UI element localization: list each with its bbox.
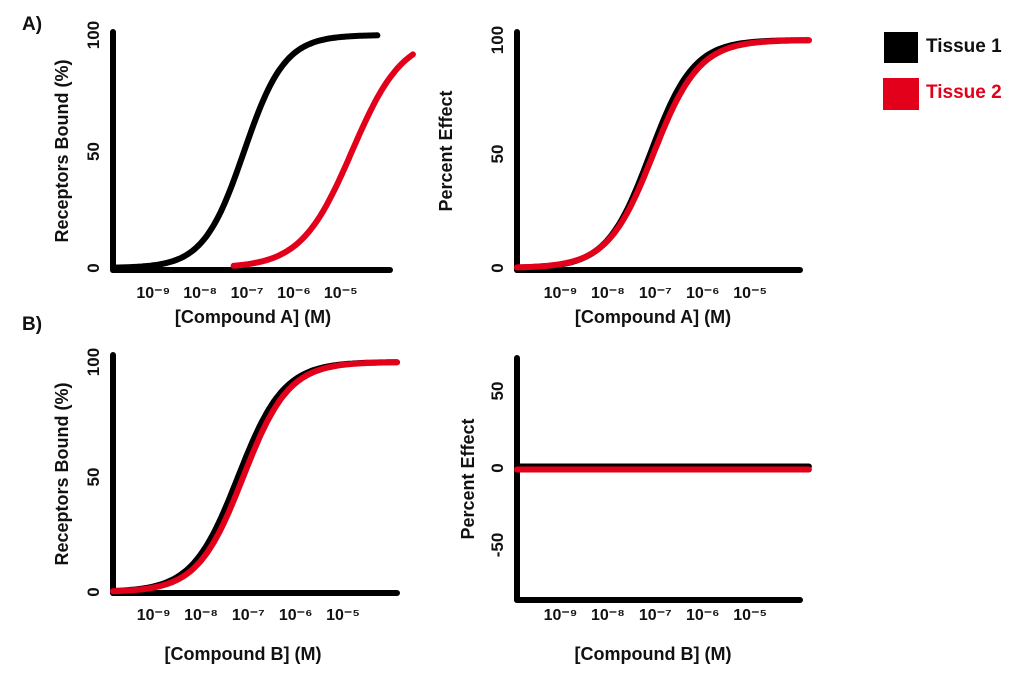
chart-panel-4: -50 0 50 10⁻⁹ 10⁻⁸ 10⁻⁷ 10⁻⁶ 10⁻⁵ [Compound B] (… bbox=[458, 355, 812, 664]
x-tick-label: 10⁻⁸ bbox=[591, 285, 625, 302]
x-tick-label: 10⁻⁵ bbox=[733, 607, 767, 624]
x-axis-label: [Compound A] (M) bbox=[175, 307, 331, 327]
panel-label: B) bbox=[22, 314, 42, 335]
x-tick-label: 10⁻⁵ bbox=[326, 607, 360, 624]
x-tick-label: 10⁻⁶ bbox=[686, 607, 720, 624]
y-tick-label: -50 bbox=[488, 533, 507, 558]
x-tick-label: 10⁻⁹ bbox=[544, 607, 578, 624]
x-tick-label: 10⁻⁶ bbox=[279, 607, 313, 624]
y-axis-label: Percent Effect bbox=[436, 90, 456, 211]
legend-label-tissue-1: Tissue 1 bbox=[926, 36, 1002, 57]
y-tick-label: 0 bbox=[84, 263, 103, 272]
series-line-tissue-1 bbox=[110, 32, 381, 271]
y-tick-label: 50 bbox=[84, 468, 103, 487]
x-tick-label: 10⁻⁷ bbox=[639, 607, 672, 624]
x-tick-label: 10⁻⁸ bbox=[184, 607, 218, 624]
legend-label-tissue-2: Tissue 2 bbox=[926, 82, 1002, 103]
y-tick-label: 100 bbox=[488, 26, 507, 54]
x-tick-label: 10⁻⁹ bbox=[136, 285, 170, 302]
x-tick-label: 10⁻⁶ bbox=[686, 285, 720, 302]
y-tick-label: 100 bbox=[84, 21, 103, 49]
x-tick-label: 10⁻⁵ bbox=[733, 285, 767, 302]
x-tick-label: 10⁻⁶ bbox=[277, 285, 311, 302]
x-tick-label: 10⁻⁷ bbox=[232, 607, 265, 624]
y-tick-label: 100 bbox=[84, 348, 103, 376]
x-tick-label: 10⁻⁹ bbox=[544, 285, 578, 302]
y-tick-label: 0 bbox=[84, 587, 103, 596]
chart-panel-2: 0 50 100 10⁻⁹ 10⁻⁸ 10⁻⁷ 10⁻⁶ 10⁻⁵[Compound A] (… bbox=[436, 26, 812, 327]
legend-swatch-tissue-1 bbox=[884, 32, 918, 63]
x-tick-label: 10⁻⁸ bbox=[183, 285, 217, 302]
chart-panel-1: 0 50 100 10⁻⁹ 10⁻⁸ 10⁻⁷ 10⁻⁶ 10⁻⁵ [Compound A] (… bbox=[22, 14, 416, 327]
series-line-tissue-1 bbox=[514, 37, 812, 271]
panel-label: A) bbox=[22, 14, 42, 35]
x-tick-label: 10⁻⁹ bbox=[137, 607, 171, 624]
y-tick-label: 50 bbox=[488, 145, 507, 164]
x-tick-label: 10⁻⁵ bbox=[324, 285, 358, 302]
y-tick-label: 50 bbox=[488, 382, 507, 401]
y-axis-label: Receptors Bound (%) bbox=[52, 59, 72, 242]
x-tick-label: 10⁻⁷ bbox=[639, 285, 672, 302]
y-axis-label: Percent Effect bbox=[458, 418, 478, 539]
legend-swatch-tissue-2 bbox=[883, 78, 919, 110]
series-line-tissue-2 bbox=[230, 51, 416, 269]
series-line-tissue-2 bbox=[110, 359, 400, 595]
x-axis-label: [Compound B] (M) bbox=[165, 644, 322, 664]
series-line-tissue-1 bbox=[110, 359, 400, 594]
y-tick-label: 50 bbox=[84, 142, 103, 161]
y-tick-label: 0 bbox=[488, 463, 507, 472]
y-axis-label: Receptors Bound (%) bbox=[52, 382, 72, 565]
series-line-tissue-2 bbox=[514, 37, 812, 271]
x-tick-label: 10⁻⁷ bbox=[231, 285, 264, 302]
x-axis-label: [Compound B] (M) bbox=[575, 644, 732, 664]
y-tick-label: 0 bbox=[488, 263, 507, 272]
x-tick-label: 10⁻⁸ bbox=[591, 607, 625, 624]
x-axis-label: [Compound A] (M) bbox=[575, 307, 731, 327]
chart-panel-3: 0 50 100 10⁻⁹ 10⁻⁸ 10⁻⁷ 10⁻⁶ 10⁻⁵ [Compound B] (… bbox=[22, 314, 400, 664]
